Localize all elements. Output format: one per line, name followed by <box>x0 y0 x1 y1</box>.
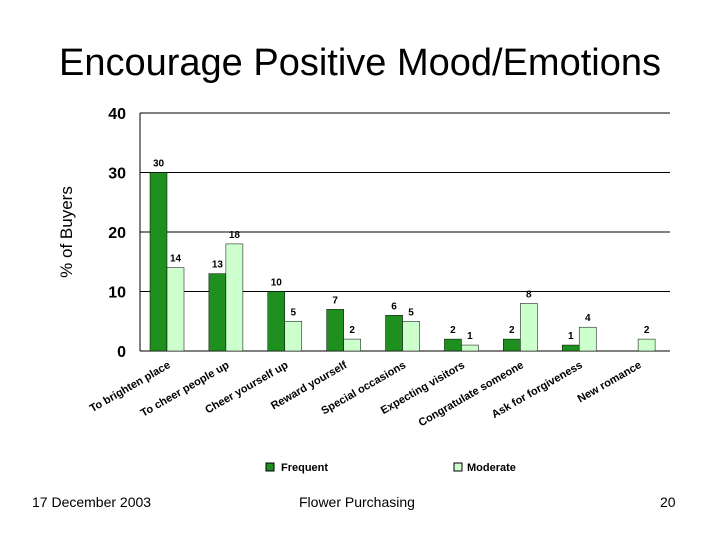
data-label: 5 <box>290 307 296 318</box>
data-label: 1 <box>568 331 574 342</box>
y-tick-label: 10 <box>108 285 126 302</box>
data-label: 1 <box>467 331 473 342</box>
data-label: 30 <box>153 159 165 170</box>
slide-title: Encourage Positive Mood/Emotions <box>59 42 661 84</box>
legend-label-moderate: Moderate <box>467 462 516 474</box>
bar-frequent <box>503 338 521 352</box>
bar-frequent <box>385 315 403 352</box>
y-tick-label: 20 <box>108 225 126 242</box>
data-label: 2 <box>349 325 355 336</box>
bar-moderate <box>578 326 597 352</box>
y-tick-label: 0 <box>117 344 126 361</box>
page-number: 20 <box>660 494 676 510</box>
data-label: 8 <box>526 289 532 300</box>
bar-frequent <box>561 344 580 352</box>
bar-moderate <box>402 321 420 352</box>
data-label: 14 <box>170 254 182 265</box>
legend-label-frequent: Frequent <box>281 462 328 474</box>
y-tick-labels: 0 10 20 30 40 <box>108 106 126 361</box>
y-axis-label: % of Buyers <box>57 186 76 278</box>
bar-moderate <box>284 321 303 352</box>
footer-title: Flower Purchasing <box>299 494 415 510</box>
data-label: 2 <box>509 325 515 336</box>
bar-moderate <box>520 303 538 352</box>
x-tick-label: New romance <box>576 359 644 405</box>
bar-frequent <box>267 291 286 352</box>
x-tick-label: Congratulate someone <box>417 359 526 429</box>
bar-moderate <box>461 344 479 352</box>
data-label: 18 <box>229 230 241 241</box>
bar-moderate <box>637 338 656 352</box>
data-label: 6 <box>391 301 397 312</box>
bar-frequent <box>326 309 344 352</box>
data-label: 10 <box>271 278 283 289</box>
bar-moderate <box>225 243 244 352</box>
footer-date: 17 December 2003 <box>32 494 152 510</box>
y-tick-label: 30 <box>108 166 126 183</box>
legend: Frequent Moderate <box>265 462 516 474</box>
data-label: 5 <box>408 307 414 318</box>
y-tick-label: 40 <box>108 106 126 123</box>
legend-swatch-moderate <box>453 462 463 472</box>
data-label: 2 <box>450 325 456 336</box>
data-label: 13 <box>212 260 224 271</box>
bar-frequent <box>208 273 227 352</box>
bar-moderate <box>343 338 361 352</box>
bar-frequent <box>444 338 462 352</box>
bar-moderate <box>166 267 185 352</box>
bars <box>149 172 656 352</box>
data-label: 4 <box>585 313 591 324</box>
data-label: 7 <box>332 295 338 306</box>
data-label: 2 <box>644 325 650 336</box>
bar-frequent <box>149 172 168 352</box>
legend-swatch-frequent <box>265 462 275 472</box>
